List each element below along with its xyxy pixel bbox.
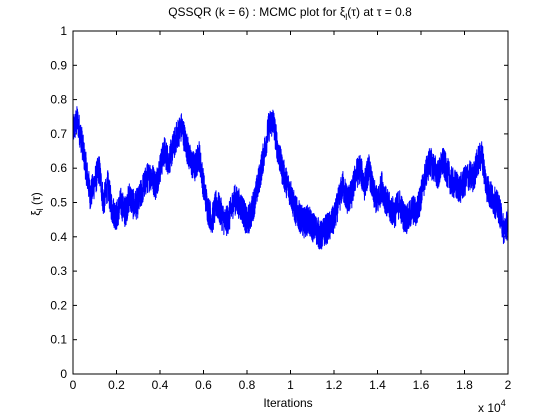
y-tick-label: 0.6 bbox=[50, 161, 67, 175]
y-tick-label: 0.9 bbox=[50, 58, 67, 72]
x-tick-label: 1.2 bbox=[326, 378, 343, 392]
x-axis-exponent-base: x 10 bbox=[478, 401, 501, 415]
y-tick-label: 0.3 bbox=[50, 264, 67, 278]
chart-title-sub: l bbox=[345, 12, 347, 22]
plot-layer bbox=[72, 106, 509, 250]
x-axis-exponent: x 104 bbox=[478, 398, 506, 415]
x-tick-label: 1.8 bbox=[456, 378, 473, 392]
x-axis-exponent-power: 4 bbox=[501, 398, 506, 408]
chart-title-main: QSSQR (k = 6) : MCMC plot for ξ bbox=[168, 5, 346, 19]
y-tick-label: 0.2 bbox=[50, 298, 67, 312]
y-tick-label: 0.8 bbox=[50, 93, 67, 107]
chart-title: QSSQR (k = 6) : MCMC plot for ξl(τ) at τ… bbox=[168, 5, 412, 22]
x-tick-label: 0 bbox=[70, 378, 77, 392]
y-tick-label: 0 bbox=[60, 367, 67, 381]
x-axis-label: Iterations bbox=[263, 396, 312, 410]
x-tick-label: 2 bbox=[505, 378, 512, 392]
x-tick-label: 0.6 bbox=[195, 378, 212, 392]
ticks-layer: 0 0.2 0.4 0.6 0.8 1 1.2 1.4 1.6 1.8 2 0 0.1 0.2 0.3 0.4… bbox=[50, 24, 511, 392]
x-tick-label: 1.6 bbox=[413, 378, 430, 392]
y-axis-label-main: ξ bbox=[29, 210, 43, 216]
x-tick-label: 0.8 bbox=[239, 378, 256, 392]
x-tick-label: 0.2 bbox=[108, 378, 125, 392]
x-tick-label: 1 bbox=[287, 378, 294, 392]
y-axis-label: ξl (τ) bbox=[29, 192, 45, 215]
y-axis-label-rest: (τ) bbox=[29, 192, 43, 208]
y-tick-label: 1 bbox=[60, 24, 67, 38]
chart-title-rest: (τ) at τ = 0.8 bbox=[347, 5, 412, 19]
plot-area-frame bbox=[72, 30, 509, 375]
y-tick-label: 0.5 bbox=[50, 196, 67, 210]
y-tick-label: 0.7 bbox=[50, 127, 67, 141]
y-tick-label: 0.1 bbox=[50, 333, 67, 347]
x-tick-label: 0.4 bbox=[152, 378, 169, 392]
y-axis-label-sub: l bbox=[35, 208, 45, 210]
y-tick-label: 0.4 bbox=[50, 230, 67, 244]
series-line bbox=[72, 106, 509, 250]
x-tick-label: 1.4 bbox=[369, 378, 386, 392]
